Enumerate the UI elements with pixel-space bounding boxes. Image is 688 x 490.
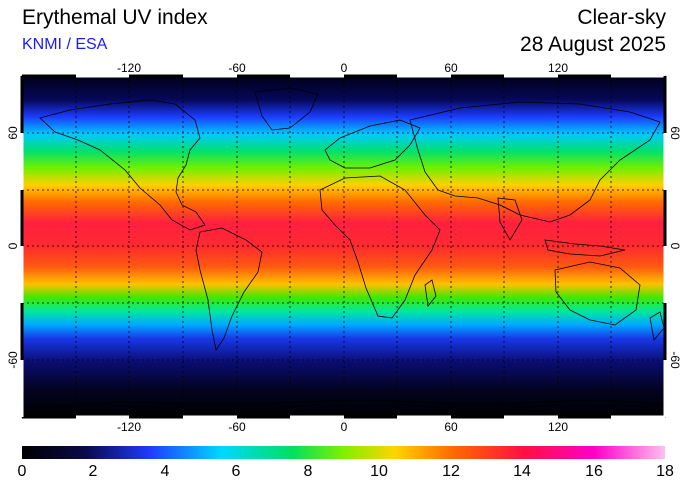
sky-condition: Clear-sky bbox=[577, 6, 666, 29]
lon-label-top: 120 bbox=[547, 61, 569, 75]
lon-label-top: 0 bbox=[340, 61, 348, 75]
map-frame bbox=[20, 74, 667, 419]
lon-label-bottom: 120 bbox=[547, 420, 569, 434]
colorbar-label: 14 bbox=[513, 463, 531, 480]
lon-label-bottom: 60 bbox=[444, 420, 458, 434]
colorbar-label: 18 bbox=[656, 463, 674, 480]
lat-label-left: 60 bbox=[6, 126, 20, 140]
colorbar-label: 0 bbox=[17, 463, 27, 480]
colorbar-label: 2 bbox=[88, 463, 98, 480]
lon-label-top: -60 bbox=[228, 61, 246, 75]
colorbar bbox=[22, 446, 665, 459]
lon-label-top: -120 bbox=[116, 61, 142, 75]
map-title: Erythemal UV index bbox=[22, 6, 208, 29]
lon-label-bottom: 0 bbox=[340, 420, 348, 434]
source-label: KNMI / ESA bbox=[22, 36, 108, 53]
coastlines bbox=[22, 87, 665, 409]
lat-label-right: -60 bbox=[668, 351, 682, 369]
lon-label-bottom: -120 bbox=[116, 420, 142, 434]
lat-label-left: 0 bbox=[6, 242, 20, 250]
map-date: 28 August 2025 bbox=[520, 33, 666, 56]
lat-label-right: 0 bbox=[668, 242, 682, 250]
uv-field bbox=[22, 76, 665, 417]
colorbar-label: 8 bbox=[303, 463, 313, 480]
lon-label-bottom: -60 bbox=[228, 420, 246, 434]
lat-label-left: -60 bbox=[6, 351, 20, 369]
lat-label-right: 60 bbox=[668, 126, 682, 140]
colorbar-label: 4 bbox=[160, 463, 170, 480]
colorbar-label: 12 bbox=[442, 463, 460, 480]
colorbar-label: 16 bbox=[585, 463, 603, 480]
colorbar-label: 10 bbox=[370, 463, 388, 480]
colorbar-label: 6 bbox=[231, 463, 241, 480]
graticule bbox=[22, 76, 665, 417]
lon-label-top: 60 bbox=[444, 61, 458, 75]
